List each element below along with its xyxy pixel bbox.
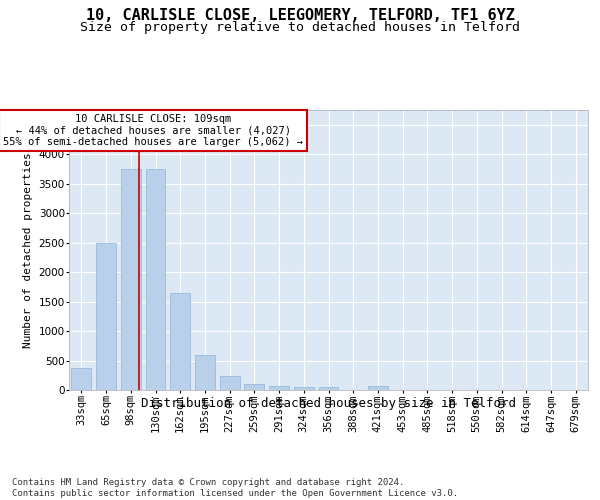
Bar: [121, 169, 140, 390]
Bar: [368, 386, 388, 390]
Bar: [71, 368, 91, 390]
Text: Contains HM Land Registry data © Crown copyright and database right 2024.
Contai: Contains HM Land Registry data © Crown c…: [12, 478, 458, 498]
Bar: [195, 354, 215, 390]
Text: 10, CARLISLE CLOSE, LEEGOMERY, TELFORD, TF1 6YZ: 10, CARLISLE CLOSE, LEEGOMERY, TELFORD, …: [86, 8, 514, 22]
Y-axis label: Number of detached properties: Number of detached properties: [23, 152, 33, 348]
Text: 10 CARLISLE CLOSE: 109sqm
← 44% of detached houses are smaller (4,027)
55% of se: 10 CARLISLE CLOSE: 109sqm ← 44% of detac…: [3, 114, 303, 148]
Text: Size of property relative to detached houses in Telford: Size of property relative to detached ho…: [80, 21, 520, 34]
Bar: [96, 242, 116, 390]
Bar: [294, 388, 314, 390]
Bar: [319, 388, 338, 390]
Bar: [220, 376, 239, 390]
Bar: [146, 169, 166, 390]
Bar: [269, 386, 289, 390]
Bar: [244, 384, 264, 390]
Bar: [170, 294, 190, 390]
Text: Distribution of detached houses by size in Telford: Distribution of detached houses by size …: [142, 398, 516, 410]
